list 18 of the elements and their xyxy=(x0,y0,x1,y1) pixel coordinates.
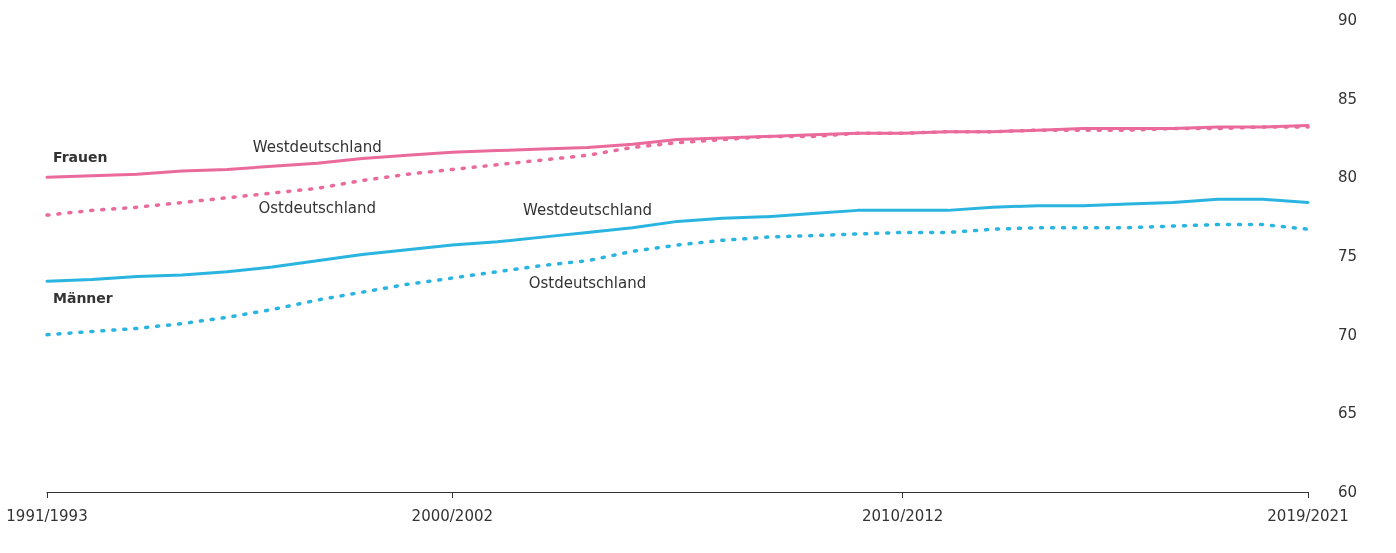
annotation: Frauen xyxy=(53,148,108,165)
x-tick-label: 2000/2002 xyxy=(411,506,494,525)
x-tick-label: 2010/2012 xyxy=(861,506,944,525)
series-label: Westdeutschland xyxy=(522,201,652,220)
y-tick-label: 90 xyxy=(1338,11,1358,29)
series-label: Ostdeutschland xyxy=(258,199,377,218)
x-tick-label: 1991/1993 xyxy=(6,506,88,525)
series-label: Ostdeutschland xyxy=(528,273,647,292)
y-tick-label: 65 xyxy=(1338,404,1358,423)
y-tick-label: 60 xyxy=(1338,483,1358,501)
x-tick-label: 2019/2021 xyxy=(1267,506,1349,525)
y-tick-label: 80 xyxy=(1338,168,1358,187)
line-series xyxy=(45,222,1310,337)
annotation: Männer xyxy=(53,290,113,307)
series-label: Westdeutschland xyxy=(252,138,382,157)
y-tick-label: 85 xyxy=(1338,89,1358,108)
y-tick-label: 70 xyxy=(1338,325,1358,344)
y-tick-label: 75 xyxy=(1338,247,1358,265)
